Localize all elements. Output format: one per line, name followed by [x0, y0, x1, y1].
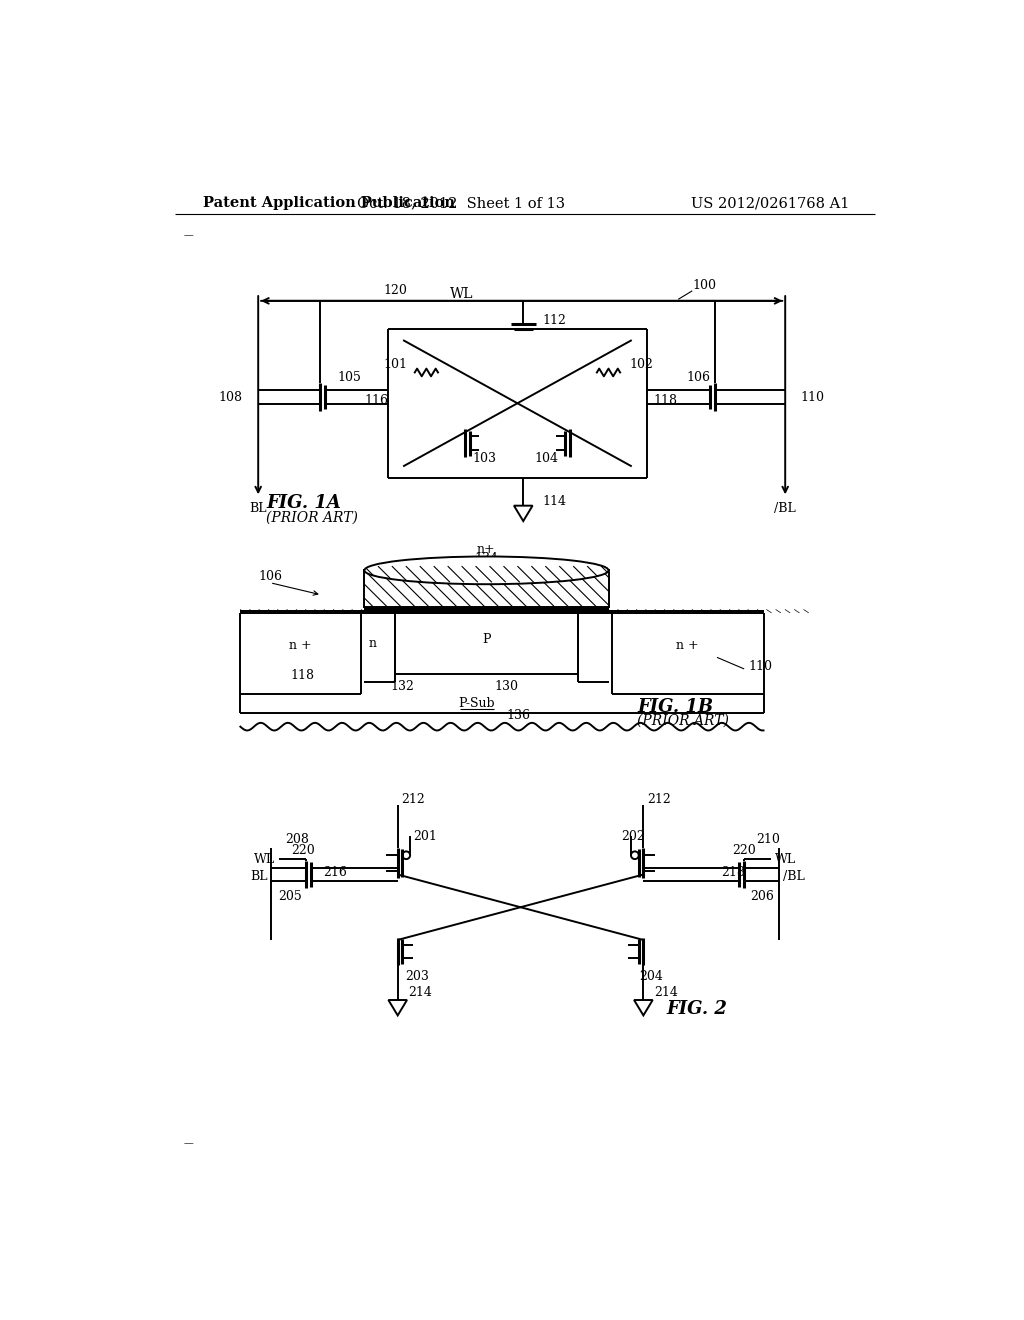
- Text: /BL: /BL: [783, 870, 805, 883]
- Text: 205: 205: [279, 890, 302, 903]
- Text: n +: n +: [289, 639, 311, 652]
- Text: P: P: [482, 634, 490, 647]
- Text: 104: 104: [535, 453, 558, 465]
- Bar: [608, 610, 764, 612]
- Text: n: n: [368, 638, 376, 649]
- Text: 214: 214: [654, 986, 678, 999]
- Text: 106: 106: [258, 570, 283, 583]
- Text: 101: 101: [383, 358, 407, 371]
- Text: 202: 202: [622, 829, 645, 842]
- Text: 218: 218: [721, 866, 744, 879]
- Text: 208: 208: [286, 833, 309, 846]
- Text: 136: 136: [506, 709, 530, 722]
- Text: (PRIOR ART): (PRIOR ART): [637, 714, 729, 727]
- Text: /BL: /BL: [774, 502, 796, 515]
- Text: 120: 120: [384, 284, 408, 297]
- Text: 212: 212: [647, 792, 671, 805]
- Text: 216: 216: [324, 866, 347, 879]
- Text: 132: 132: [390, 680, 414, 693]
- Text: 118: 118: [653, 395, 678, 408]
- Bar: [241, 610, 365, 612]
- Text: Patent Application Publication: Patent Application Publication: [203, 197, 456, 210]
- Text: P-Sub: P-Sub: [459, 697, 495, 710]
- Text: 116: 116: [365, 395, 388, 408]
- Text: 118: 118: [291, 669, 314, 682]
- Text: WL: WL: [254, 853, 275, 866]
- Bar: [365, 607, 608, 612]
- Text: WL: WL: [450, 286, 473, 301]
- Text: 112: 112: [543, 314, 566, 326]
- Text: 114: 114: [543, 495, 566, 508]
- Text: n+: n+: [477, 543, 496, 556]
- Text: 220: 220: [291, 843, 314, 857]
- Text: BL: BL: [250, 870, 267, 883]
- Text: WL: WL: [775, 853, 797, 866]
- Text: 134: 134: [474, 552, 498, 565]
- Text: 214: 214: [409, 986, 432, 999]
- Text: 100: 100: [692, 279, 716, 292]
- Text: 108: 108: [219, 391, 243, 404]
- Text: 220: 220: [732, 843, 757, 857]
- Text: Oct. 18, 2012  Sheet 1 of 13: Oct. 18, 2012 Sheet 1 of 13: [357, 197, 565, 210]
- Text: 210: 210: [756, 833, 779, 846]
- Text: 203: 203: [406, 970, 429, 982]
- Text: US 2012/0261768 A1: US 2012/0261768 A1: [691, 197, 850, 210]
- Text: 206: 206: [751, 890, 774, 903]
- Text: 110: 110: [748, 660, 772, 673]
- Text: 201: 201: [414, 829, 437, 842]
- Text: 204: 204: [640, 970, 664, 982]
- Text: 105: 105: [337, 371, 361, 384]
- Text: 212: 212: [401, 792, 425, 805]
- Text: 110: 110: [801, 391, 824, 404]
- Text: —: —: [183, 1139, 194, 1148]
- Bar: [365, 570, 608, 607]
- Text: 102: 102: [630, 358, 653, 371]
- Text: 103: 103: [473, 453, 497, 465]
- Text: FIG. 1A: FIG. 1A: [266, 495, 341, 512]
- Text: BL: BL: [250, 502, 267, 515]
- Text: n +: n +: [676, 639, 698, 652]
- Text: FIG. 1B: FIG. 1B: [637, 698, 714, 715]
- Text: FIG. 2: FIG. 2: [667, 1001, 727, 1018]
- Ellipse shape: [365, 557, 608, 585]
- Text: (PRIOR ART): (PRIOR ART): [266, 511, 357, 524]
- Text: 106: 106: [686, 371, 710, 384]
- Text: 130: 130: [495, 680, 518, 693]
- Text: —: —: [183, 231, 194, 240]
